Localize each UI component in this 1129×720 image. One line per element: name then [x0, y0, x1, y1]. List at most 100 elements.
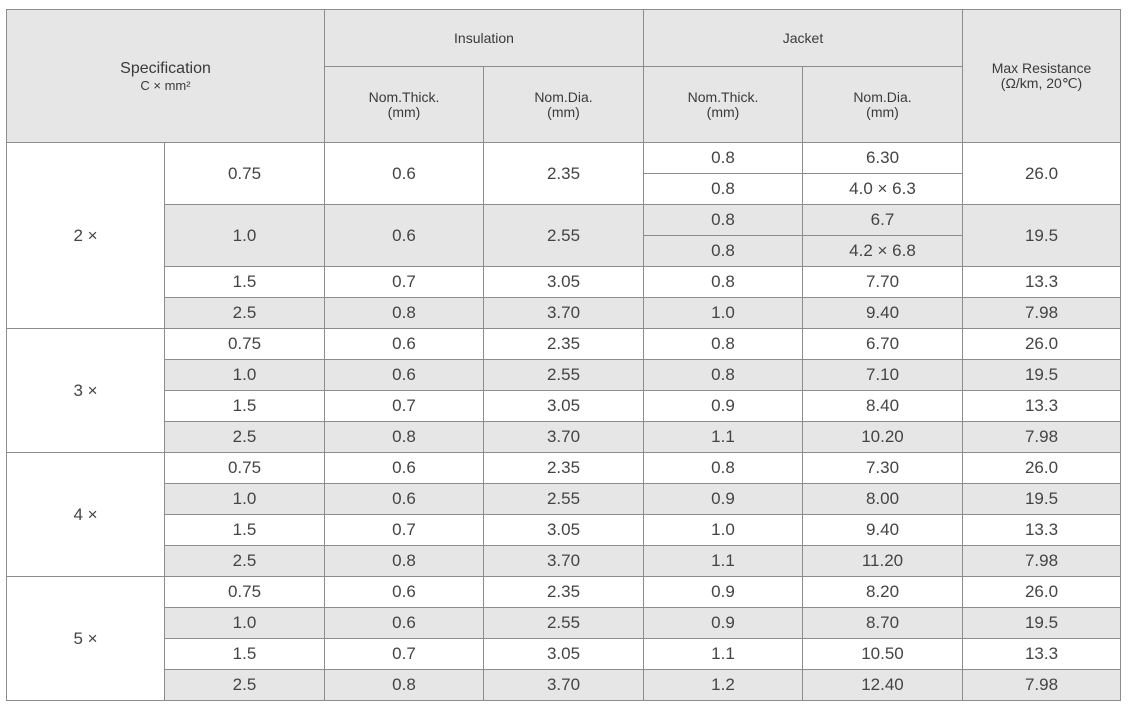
table-row: 1.0 0.6 2.55 0.9 8.70 19.5 — [7, 607, 1121, 639]
jacket-diameter-cell: 4.2 × 6.8 — [802, 235, 963, 267]
conductor-size-cell: 2.5 — [164, 545, 325, 577]
spec-header-title: Specification — [120, 59, 211, 77]
spec-table-container: Specification C × mm² Insulation Jacket … — [6, 9, 1121, 701]
table-row: 2.5 0.8 3.70 1.2 12.40 7.98 — [7, 669, 1121, 701]
table-row: 3 × 0.75 0.6 2.35 0.8 6.70 26.0 — [6, 328, 1121, 453]
insulation-diameter-cell: 2.55 — [483, 607, 644, 639]
ins-dia-unit: (mm) — [547, 103, 580, 120]
ins-dia-label: Nom.Dia. — [534, 88, 593, 105]
jacket-thickness-cell: 0.8 — [643, 173, 803, 205]
insulation-thickness-cell: 0.8 — [324, 545, 484, 577]
max-resistance-cell: 26.0 — [962, 328, 1121, 360]
table-row: 1.5 0.7 3.05 0.9 8.40 13.3 — [7, 390, 1121, 422]
jacket-thickness-cell: 0.9 — [643, 483, 803, 515]
table-row: 2 × 0.75 0.6 2.35 0.8 6.30 26.0 — [6, 142, 1121, 329]
jacket-diameter-cell: 6.7 — [802, 204, 963, 236]
spec-header: Specification C × mm² — [6, 9, 325, 143]
conductor-size-cell: 0.75 — [164, 576, 325, 608]
max-resistance-cell: 13.3 — [962, 390, 1121, 422]
max-resistance-cell: 26.0 — [962, 452, 1121, 484]
jacket-thickness-cell: 0.9 — [643, 607, 803, 639]
jacket-diameter-cell: 9.40 — [802, 297, 963, 329]
table-row: 1.0 0.6 2.55 0.9 8.00 19.5 — [7, 483, 1121, 515]
core-count-cell: 2 × — [6, 142, 165, 329]
insulation-thickness-cell: 0.8 — [324, 297, 484, 329]
table-body: 2 × 0.75 0.6 2.35 0.8 6.30 26.0 0.8 4.0 × 6.3 1.0… — [6, 142, 1121, 701]
table-row: 1.5 0.7 3.05 1.0 9.40 13.3 — [7, 514, 1121, 546]
insulation-diameter-cell: 3.05 — [483, 390, 644, 422]
insulation-diameter-cell: 3.70 — [483, 421, 644, 453]
max-resistance-unit: (Ω/km, 20℃) — [1000, 75, 1083, 91]
table-row: 1.5 0.7 3.05 1.1 10.50 13.3 — [7, 638, 1121, 670]
insulation-diameter-cell: 3.70 — [483, 669, 644, 701]
max-resistance-cell: 26.0 — [962, 576, 1121, 608]
jacket-thickness-cell: 0.8 — [643, 235, 803, 267]
ins-thick-label: Nom.Thick. — [368, 88, 440, 105]
insulation-thickness-cell: 0.8 — [324, 421, 484, 453]
max-resistance-cell: 19.5 — [962, 204, 1121, 267]
table-row: 2.5 0.8 3.70 1.1 11.20 7.98 — [7, 545, 1121, 577]
jacket-header: Jacket — [643, 9, 963, 67]
table-row: 0.8 4.0 × 6.3 — [7, 173, 1121, 205]
max-resistance-cell: 13.3 — [962, 266, 1121, 298]
conductor-size-cell: 0.75 — [164, 328, 325, 360]
conductor-size-cell: 2.5 — [164, 669, 325, 701]
jac-dia-unit: (mm) — [866, 103, 899, 120]
insulation-thickness-cell: 0.7 — [324, 514, 484, 546]
table-row: 5 × 0.75 0.6 2.35 0.9 8.20 26.0 — [6, 576, 1121, 701]
max-resistance-title: Max Resistance — [991, 60, 1092, 76]
conductor-size-cell: 1.0 — [164, 359, 325, 391]
insulation-thickness-cell: 0.6 — [324, 576, 484, 608]
conductor-size-cell: 1.5 — [164, 514, 325, 546]
insulation-diameter-cell: 2.55 — [483, 483, 644, 515]
conductor-size-cell: 2.5 — [164, 421, 325, 453]
jacket-thickness-cell: 1.0 — [643, 297, 803, 329]
jacket-diameter-cell: 7.10 — [802, 359, 963, 391]
insulation-thickness-cell: 0.6 — [324, 359, 484, 391]
jacket-thickness-cell: 1.1 — [643, 421, 803, 453]
insulation-thickness-cell: 0.6 — [324, 204, 484, 267]
table-header: Specification C × mm² Insulation Jacket … — [6, 9, 1121, 143]
max-resistance-cell: 7.98 — [962, 421, 1121, 453]
jacket-thickness-cell: 0.8 — [643, 142, 803, 174]
jac-dia-header: Nom.Dia. (mm) — [802, 66, 963, 143]
jacket-thickness-cell: 0.9 — [643, 390, 803, 422]
core-count-cell: 5 × — [6, 576, 165, 701]
insulation-diameter-cell: 3.05 — [483, 514, 644, 546]
jacket-thickness-cell: 0.8 — [643, 204, 803, 236]
jacket-diameter-cell: 10.20 — [802, 421, 963, 453]
jacket-thickness-cell: 0.8 — [643, 359, 803, 391]
jacket-thickness-cell: 1.1 — [643, 638, 803, 670]
table-row: 4 × 0.75 0.6 2.35 0.8 7.30 26.0 — [6, 452, 1121, 577]
insulation-thickness-cell: 0.8 — [324, 669, 484, 701]
jacket-diameter-cell: 8.20 — [802, 576, 963, 608]
table-row: 2.5 0.8 3.70 1.1 10.20 7.98 — [7, 421, 1121, 453]
table-row: 0.8 4.2 × 6.8 — [7, 235, 1121, 267]
insulation-diameter-cell: 2.35 — [483, 452, 644, 484]
insulation-thickness-cell: 0.6 — [324, 142, 484, 205]
conductor-size-cell: 1.5 — [164, 390, 325, 422]
conductor-size-cell: 1.0 — [164, 607, 325, 639]
max-resistance-cell: 19.5 — [962, 359, 1121, 391]
jacket-thickness-cell: 0.8 — [643, 328, 803, 360]
jacket-diameter-cell: 8.40 — [802, 390, 963, 422]
max-resistance-header: Max Resistance (Ω/km, 20℃) — [962, 9, 1121, 143]
jacket-diameter-cell: 12.40 — [802, 669, 963, 701]
insulation-diameter-cell: 2.35 — [483, 142, 644, 205]
jacket-diameter-cell: 7.30 — [802, 452, 963, 484]
ins-thick-header: Nom.Thick. (mm) — [324, 66, 484, 143]
insulation-diameter-cell: 3.05 — [483, 266, 644, 298]
cable-spec-table: Specification C × mm² Insulation Jacket … — [6, 9, 1121, 701]
conductor-size-cell: 1.0 — [164, 483, 325, 515]
insulation-diameter-cell: 3.70 — [483, 545, 644, 577]
insulation-diameter-cell: 2.55 — [483, 204, 644, 267]
jacket-thickness-cell: 1.1 — [643, 545, 803, 577]
jacket-diameter-cell: 6.70 — [802, 328, 963, 360]
jacket-thickness-cell: 1.0 — [643, 514, 803, 546]
conductor-size-cell: 1.5 — [164, 266, 325, 298]
max-resistance-cell: 19.5 — [962, 483, 1121, 515]
table-row: 1.5 0.7 3.05 0.8 7.70 13.3 — [7, 266, 1121, 298]
insulation-thickness-cell: 0.7 — [324, 266, 484, 298]
core-count-cell: 3 × — [6, 328, 165, 453]
jacket-thickness-cell: 0.9 — [643, 576, 803, 608]
